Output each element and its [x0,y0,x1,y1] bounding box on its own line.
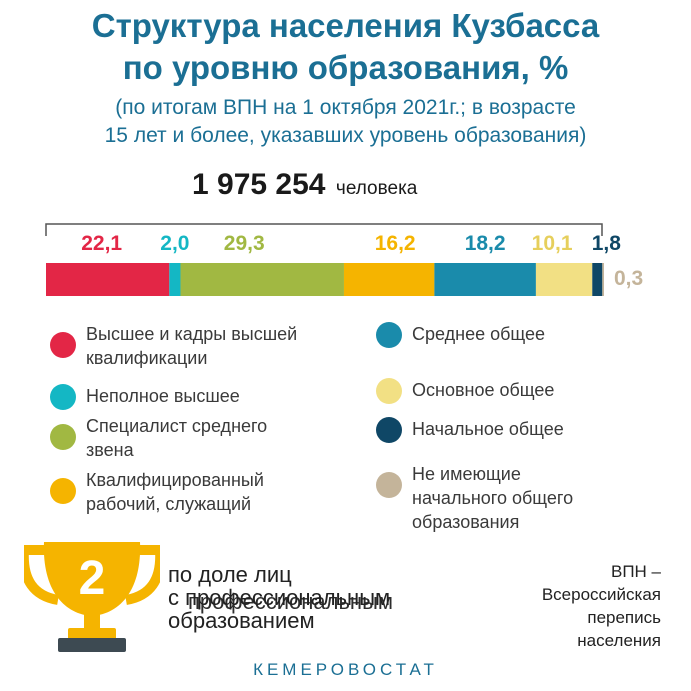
legend-swatch [50,478,76,504]
total-value: 1 975 254 [192,168,326,201]
legend-swatch [376,417,402,443]
bar-label-1: 22,1 [81,232,122,255]
bar-label-7: 1,8 [592,232,622,255]
bar-segment-6 [535,263,593,296]
legend-label: Квалифицированный рабочий, служащий [86,470,264,514]
bar-segment-4 [343,263,435,296]
bar-segment-8 [602,263,604,296]
legend-swatch [376,472,402,498]
abbreviation-note: ВПН – Всероссийская перепись населения [461,560,661,652]
rank-caption: по доле лиц с профессиональным профессио… [168,563,468,632]
legend-right-item-2: Основное общее [376,378,652,404]
total-population: 1 975 254 человека [192,168,417,202]
legend-label: Высшее и кадры высшей квалификации [86,324,298,368]
legend-label: Не имеющие начального общего образования [412,464,574,532]
rank-line3: образованием [168,608,315,633]
bar-label-4: 16,2 [375,232,416,255]
trophy-icon: 2 [24,542,160,652]
bar-segment-5 [434,263,536,296]
note-line1: ВПН – [610,562,661,581]
legend-left-item-3: Специалист среднего звена [50,414,326,462]
legend-right-item-1: Среднее общее [376,322,652,348]
bar-segments [46,263,604,296]
legend-swatch [50,424,76,450]
legend-label: Специалист среднего звена [86,416,268,460]
bar-segment-7 [592,263,603,296]
bar-segment-2 [169,263,181,296]
legend-label: Среднее общее [412,324,546,344]
legend-swatch [50,332,76,358]
subtitle-line1: (по итогам ВПН на 1 октября 2021г.; в во… [115,96,576,119]
bar-value-labels: 22,1 2,0 29,3 16,2 18,2 10,1 1,8 0,3 [81,232,643,290]
subtitle-line2: 15 лет и более, указавших уровень образо… [104,124,587,147]
legend-left-item-4: Квалифицированный рабочий, служащий [50,468,326,516]
legend-right-item-4: Не имеющие начального общего образования [376,462,652,534]
bar-label-6: 10,1 [532,232,573,255]
bar-segment-3 [180,263,344,296]
chart-title-line2: по уровню образования, % [122,49,569,86]
bar-label-8: 0,3 [614,267,643,290]
chart-title-line1: Структура населения Кузбасса [91,7,600,44]
bar-segment-1 [46,263,170,296]
legend-left-item-2: Неполное высшее [50,384,326,410]
rank-line1: по доле лиц [168,562,292,587]
total-unit: человека [335,178,418,199]
bar-label-3: 29,3 [224,232,265,255]
legend-swatch [376,378,402,404]
rank-line2-ghost: профессиональным [188,589,394,614]
legend-label: Начальное общее [412,419,564,439]
legend-right-item-3: Начальное общее [376,417,652,443]
legend-swatch [376,322,402,348]
stacked-bar-chart: 22,1 2,0 29,3 16,2 18,2 10,1 1,8 0,3 [45,223,643,296]
rank-line2: с профессиональным [168,585,391,610]
footer-brand: КЕМЕРОВОСТАТ [253,660,438,679]
note-line2: Всероссийская [541,585,661,604]
bar-label-5: 18,2 [465,232,506,255]
legend-label: Основное общее [412,380,555,400]
rank-number: 2 [79,552,106,605]
legend-label: Неполное высшее [86,386,240,406]
legend-swatch [50,384,76,410]
total-bracket [45,223,603,236]
note-line3: перепись [587,608,661,627]
bar-label-2: 2,0 [160,232,189,255]
legend-left-item-1: Высшее и кадры высшей квалификации [50,322,326,370]
note-line4: населения [577,631,661,650]
